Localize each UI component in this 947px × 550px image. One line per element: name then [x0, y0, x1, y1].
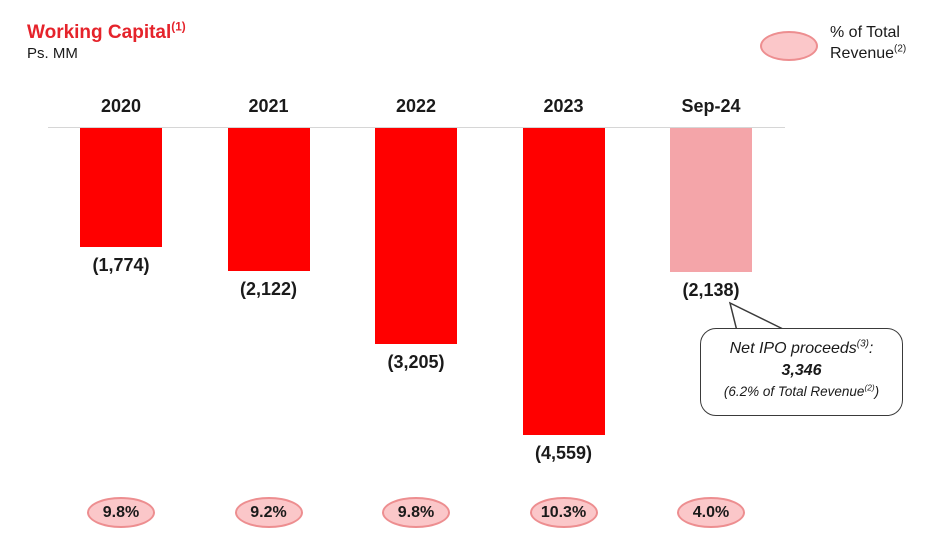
- legend-footnote-superscript: (2): [894, 43, 907, 55]
- year-label: 2020: [100, 96, 142, 116]
- pct-of-revenue-badge: 9.8%: [87, 497, 155, 528]
- callout-bubble: Net IPO proceeds(3): 3,346 (6.2% of Tota…: [700, 328, 903, 416]
- callout-note: (6.2% of Total Revenue(2)): [723, 382, 880, 399]
- legend: % of Total Revenue(2): [760, 22, 906, 64]
- units-label: Ps. MM: [27, 45, 78, 62]
- header: Working Capital(1) Ps. MM: [27, 20, 186, 63]
- bar-value-label: (1,774): [92, 255, 150, 275]
- pct-of-revenue-badge: 9.2%: [234, 497, 303, 528]
- title-footnote-superscript: (1): [171, 20, 186, 34]
- bar-value-label: (2,138): [682, 280, 740, 300]
- bar: [375, 128, 457, 344]
- pct-of-revenue-badge: 9.8%: [382, 497, 450, 528]
- legend-label: % of Total Revenue(2): [830, 24, 907, 62]
- bar: [80, 128, 162, 247]
- bar-value-label: (3,205): [387, 352, 445, 372]
- axis-baseline: [48, 127, 785, 128]
- callout-title: Net IPO proceeds(3):: [729, 338, 874, 357]
- bar: [227, 128, 310, 271]
- page-title: Working Capital(1): [27, 20, 186, 43]
- pct-of-revenue-badge: 4.0%: [677, 497, 745, 528]
- year-label: 2021: [248, 96, 289, 116]
- callout-amount: 3,346: [781, 362, 822, 379]
- bar: [522, 128, 605, 435]
- bar-value-label: (2,122): [239, 279, 298, 299]
- year-label: 2023: [543, 96, 584, 116]
- pct-of-revenue-badge: 10.3%: [529, 497, 598, 528]
- legend-oval-icon: [760, 31, 818, 61]
- year-label: 2022: [395, 96, 437, 116]
- bar: [670, 128, 752, 272]
- bar-value-label: (4,559): [534, 443, 593, 463]
- year-label: Sep-24: [681, 96, 741, 116]
